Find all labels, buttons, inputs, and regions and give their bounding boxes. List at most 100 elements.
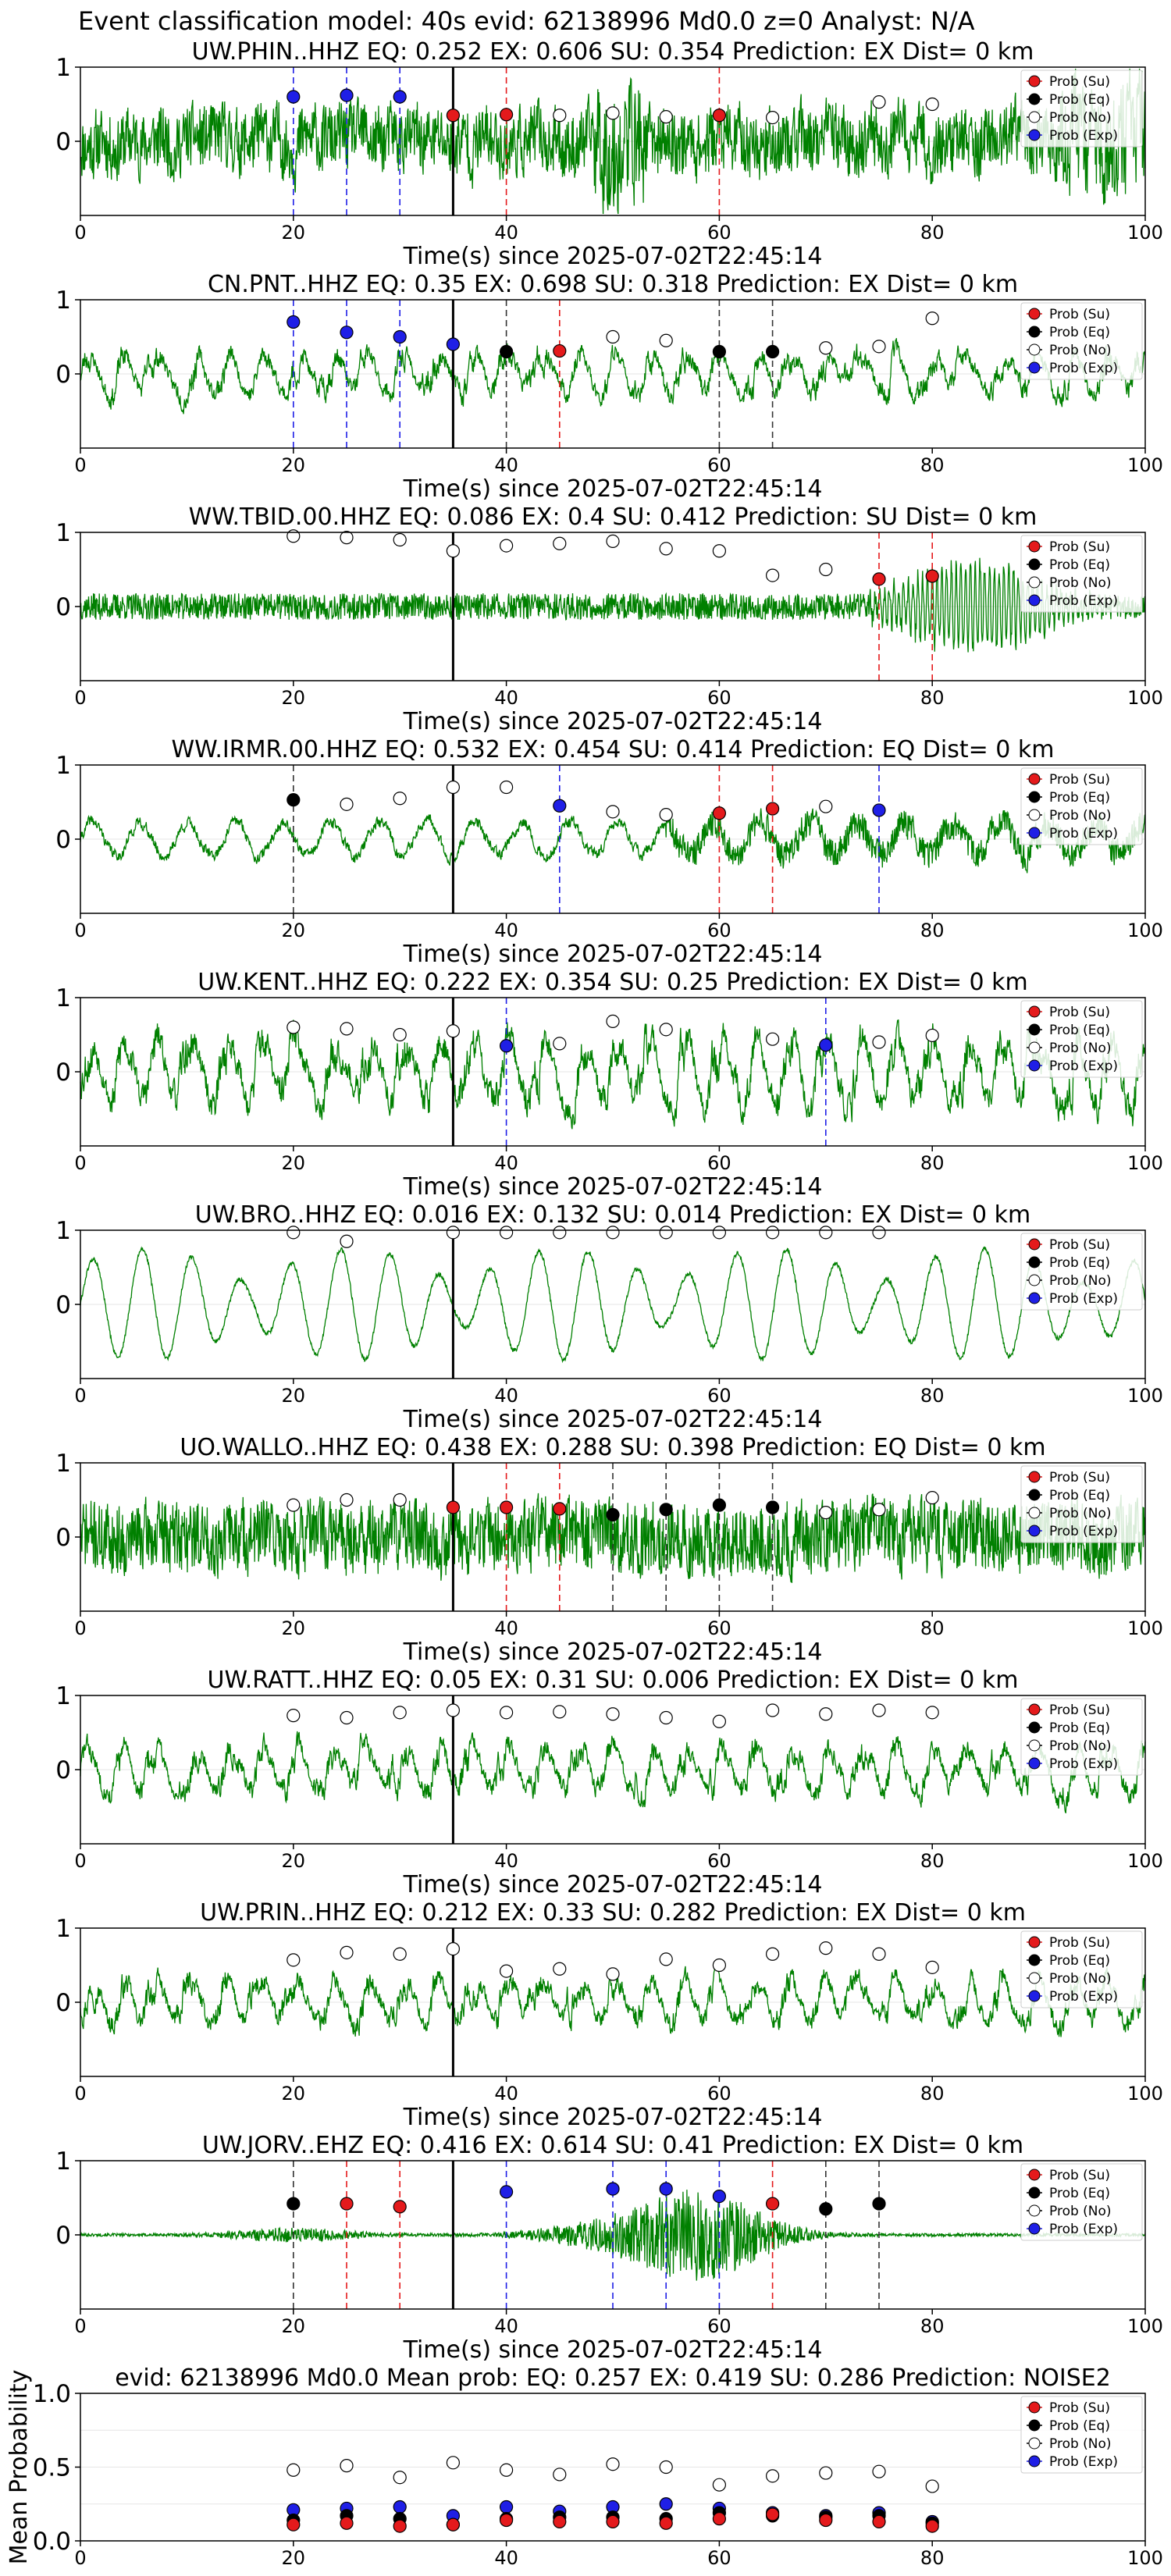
mean-prob-marker-su: [287, 2517, 301, 2532]
y-tick-label: 1: [55, 1450, 71, 1478]
x-tick-label: 100: [1127, 1385, 1163, 1407]
mean-prob-marker-no: [819, 2466, 833, 2480]
legend-marker-3: [1028, 827, 1041, 839]
x-axis-label: Time(s) since 2025-07-02T22:45:14: [403, 1406, 823, 1433]
prob-marker-su: [765, 802, 780, 816]
legend-label: Prob (Su): [1049, 1005, 1110, 1020]
prob-marker-no: [340, 531, 354, 545]
legend-box: [1020, 2396, 1143, 2474]
prob-marker-no: [819, 1707, 833, 1721]
legend-marker-2: [1028, 2204, 1041, 2217]
x-tick-label: 60: [707, 1152, 731, 1174]
x-tick-label: 0: [74, 920, 86, 941]
x-tick-label: 60: [707, 1617, 731, 1639]
prob-marker-exp: [819, 1038, 833, 1052]
legend-marker-0: [1028, 1703, 1041, 1716]
x-tick-label: 40: [494, 687, 518, 709]
y-tick-label: 1: [55, 1915, 71, 1943]
mean-prob-marker-su: [446, 2517, 461, 2532]
prob-marker-no: [553, 109, 567, 123]
legend-box: [1020, 1233, 1143, 1311]
panel-title: CN.PNT..HHZ EQ: 0.35 EX: 0.698 SU: 0.318…: [208, 271, 1018, 298]
mean-prob-marker-su: [765, 2507, 780, 2521]
x-tick-label: 80: [920, 920, 945, 941]
legend-marker-0: [1028, 1005, 1041, 1018]
mean-prob-marker-no: [765, 2469, 780, 2483]
x-tick-label: 0: [74, 1152, 86, 1174]
prob-marker-no: [340, 1710, 354, 1725]
prob-marker-su: [925, 569, 939, 583]
legend-marker-0: [1028, 75, 1041, 87]
prob-marker-no: [393, 1027, 407, 1042]
prob-marker-no: [712, 1226, 727, 1240]
x-axis-label: Time(s) since 2025-07-02T22:45:14: [403, 941, 823, 968]
legend-marker-2: [1028, 1972, 1041, 1984]
legend-marker-3: [1028, 1990, 1041, 2002]
legend-label: Prob (No): [1049, 110, 1112, 126]
y-tick-label: 0: [55, 826, 71, 854]
mean-prob-marker-no: [340, 2459, 354, 2473]
prob-marker-no: [712, 1958, 727, 1973]
legend-box: [1020, 1000, 1143, 1078]
x-tick-label: 0: [74, 1617, 86, 1639]
prob-marker-no: [340, 1493, 354, 1507]
legend-label: Prob (Exp): [1049, 128, 1118, 144]
panel-9: UW.PRIN..HHZ EQ: 0.212 EX: 0.33 SU: 0.28…: [55, 1899, 1163, 2131]
prob-marker-exp: [659, 2182, 673, 2196]
waveform-line: [80, 338, 1146, 415]
legend-marker-1: [1028, 2186, 1041, 2199]
panel-title: UO.WALLO..HHZ EQ: 0.438 EX: 0.288 SU: 0.…: [180, 1434, 1045, 1461]
legend-marker-2: [1028, 809, 1041, 821]
prob-marker-no: [819, 799, 833, 813]
legend-marker-1: [1028, 326, 1041, 338]
legend-marker-3: [1028, 594, 1041, 607]
x-tick-label: 100: [1127, 687, 1163, 709]
legend-label: Prob (Eq): [1049, 1953, 1110, 1969]
legend-marker-2: [1028, 1507, 1041, 1519]
prob-marker-no: [925, 1028, 939, 1043]
prob-marker-no: [712, 1714, 727, 1728]
x-tick-label: 20: [282, 2315, 306, 2337]
x-tick-label: 20: [282, 1850, 306, 1872]
legend-marker-3: [1028, 2222, 1041, 2235]
x-tick-label: 100: [1127, 1850, 1163, 1872]
legend-label: Prob (Exp): [1049, 1524, 1118, 1539]
prob-marker-no: [712, 544, 727, 558]
y-tick-label: 1: [55, 2147, 71, 2176]
legend-label: Prob (Eq): [1049, 790, 1110, 806]
mean-prob-marker-no: [606, 2457, 620, 2471]
y-tick-label: 0: [55, 361, 71, 389]
prob-marker-no: [872, 340, 886, 354]
prob-marker-exp: [340, 326, 354, 340]
prob-marker-no: [765, 568, 780, 582]
prob-marker-no: [499, 1964, 514, 1978]
x-tick-label: 60: [707, 2083, 731, 2105]
prob-marker-no: [606, 329, 620, 344]
legend-marker-3: [1028, 1525, 1041, 1537]
prob-marker-no: [659, 333, 673, 347]
y-tick-label: 0: [55, 128, 71, 156]
mean-prob-marker-no: [287, 2463, 301, 2477]
x-tick-label: 0: [74, 222, 86, 244]
legend-label: Prob (No): [1049, 2436, 1112, 2452]
legend-label: Prob (Eq): [1049, 92, 1110, 108]
legend-box: [1020, 69, 1143, 148]
prob-marker-no: [499, 539, 514, 553]
y-tick-label: 1: [55, 1682, 71, 1710]
prob-marker-no: [872, 1226, 886, 1240]
x-tick-label: 100: [1127, 2547, 1163, 2569]
prob-marker-no: [340, 1234, 354, 1248]
prob-marker-no: [819, 341, 833, 355]
prob-marker-no: [393, 532, 407, 547]
prob-marker-eq: [287, 2197, 301, 2211]
prob-marker-no: [819, 1506, 833, 1520]
panel-title: UW.PRIN..HHZ EQ: 0.212 EX: 0.33 SU: 0.28…: [200, 1899, 1026, 1927]
x-tick-label: 80: [920, 1617, 945, 1639]
prob-marker-exp: [340, 88, 354, 102]
legend-box: [1020, 535, 1143, 613]
prob-marker-no: [659, 808, 673, 822]
prob-marker-exp: [287, 90, 301, 104]
legend-marker-1: [1028, 1023, 1041, 1036]
legend-label: Prob (No): [1049, 1506, 1112, 1521]
